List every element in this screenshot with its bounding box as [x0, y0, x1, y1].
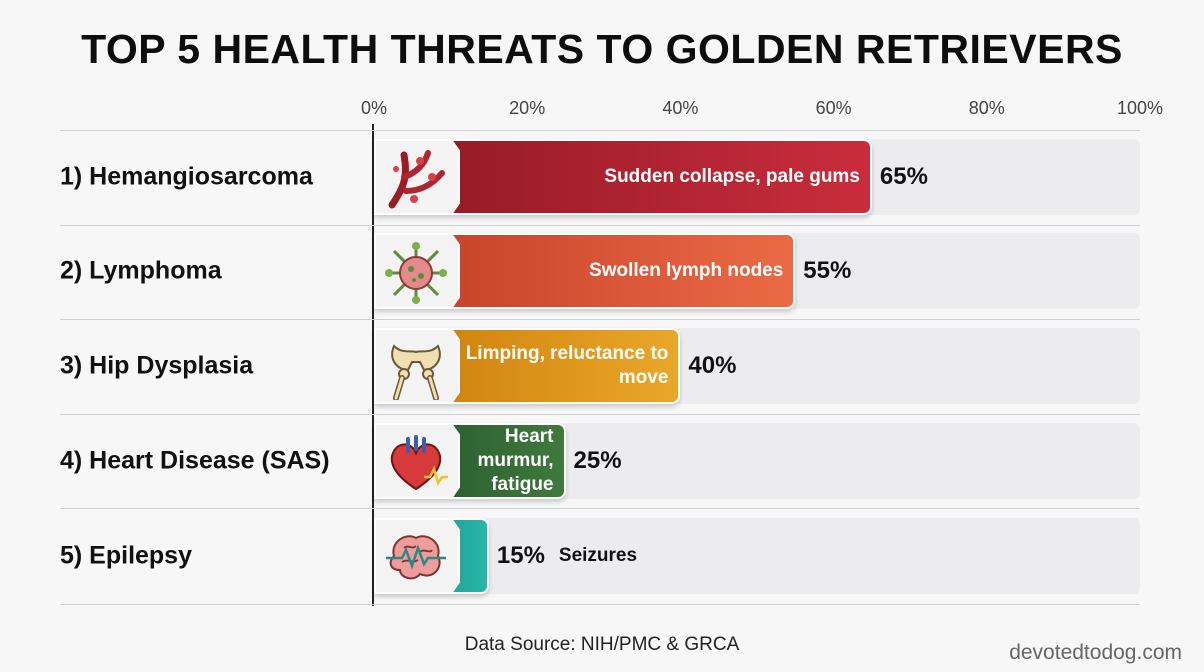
lymph-node-icon: [374, 233, 460, 309]
bar-description: Seizures: [558, 545, 638, 566]
x-tick-label: 100%: [1116, 98, 1164, 118]
row-separator: [60, 225, 1140, 226]
row-separator: [60, 604, 1140, 605]
chart-title: TOP 5 HEALTH THREATS TO GOLDEN RETRIEVER…: [81, 26, 1123, 72]
y-axis-line: [372, 124, 374, 606]
bar-description: Sudden collapse, pale gums: [604, 166, 860, 187]
heart-icon: [374, 423, 460, 499]
x-tick-label: 20%: [509, 98, 546, 118]
blood-vessels-icon: [374, 139, 460, 215]
value-label: 15%: [496, 542, 545, 569]
bar-description: Heart murmur, fatigue: [477, 426, 554, 495]
category-label: 1) Hemangiosarcoma: [60, 162, 313, 191]
category-label: 3) Hip Dysplasia: [60, 351, 254, 380]
bar-track: [374, 518, 1140, 594]
value-label: 25%: [573, 447, 622, 474]
row-separator: [60, 414, 1140, 415]
x-tick-label: 80%: [968, 98, 1005, 118]
hip-bone-icon: [374, 328, 460, 404]
value-label: 40%: [688, 352, 737, 379]
x-tick-label: 40%: [662, 98, 699, 118]
brain-icon: [374, 518, 460, 594]
value-label: 65%: [879, 163, 928, 190]
value-label: 55%: [803, 257, 852, 284]
x-tick-label: 60%: [815, 98, 852, 118]
x-tick-label: 0%: [360, 98, 388, 118]
watermark: devotedtodog.com: [1009, 641, 1182, 664]
category-label: 2) Lymphoma: [60, 256, 222, 285]
category-label: 5) Epilepsy: [60, 541, 192, 570]
row-separator: [60, 319, 1140, 320]
bar-description: Limping, reluctance to move: [465, 343, 669, 388]
row-separator: [60, 130, 1140, 131]
bar-description: Swollen lymph nodes: [589, 260, 784, 281]
data-source: Data Source: NIH/PMC & GRCA: [464, 634, 740, 655]
category-label: 4) Heart Disease (SAS): [60, 446, 330, 475]
row-separator: [60, 508, 1140, 509]
